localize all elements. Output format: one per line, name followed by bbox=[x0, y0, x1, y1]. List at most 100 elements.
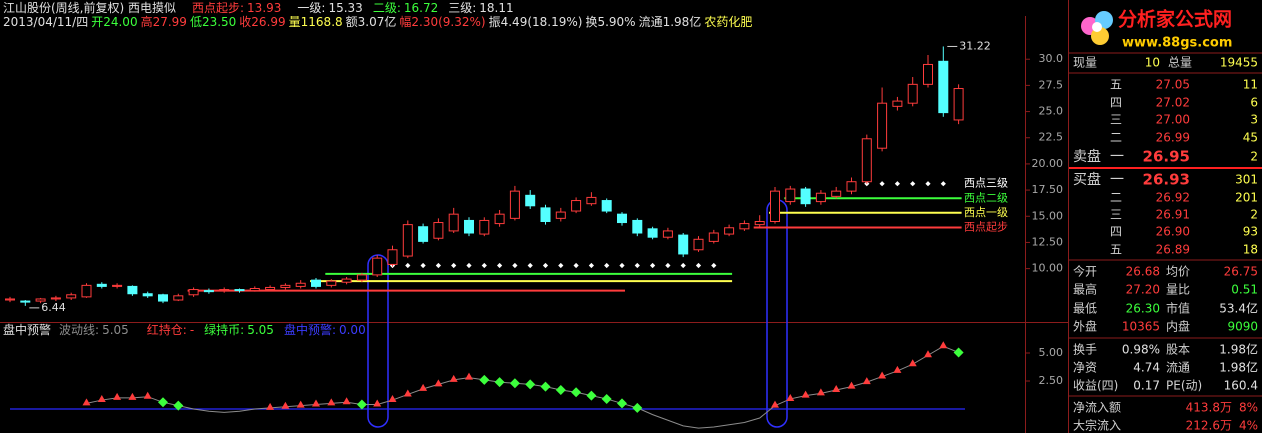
panel-text: 最低 bbox=[1073, 302, 1097, 316]
rise-marker bbox=[419, 383, 428, 391]
panel-text: 26.68 bbox=[1126, 265, 1160, 279]
panel-text: 301 bbox=[1235, 173, 1258, 187]
panel-text: 26.90 bbox=[1156, 225, 1190, 239]
candle-body bbox=[708, 232, 719, 242]
level-value: 18.11 bbox=[479, 1, 513, 15]
level-dot bbox=[940, 181, 946, 187]
fall-marker bbox=[555, 384, 566, 395]
candle-body bbox=[464, 219, 474, 234]
panel-text: 五 bbox=[1110, 78, 1122, 92]
level-label: 西点三级 bbox=[964, 177, 1008, 190]
panel-text: 11 bbox=[1243, 78, 1258, 92]
level-dot bbox=[512, 262, 518, 269]
panel-text: 市值 bbox=[1166, 301, 1190, 316]
rise-marker bbox=[847, 381, 856, 389]
rise-marker bbox=[312, 399, 320, 407]
panel-text: 27.00 bbox=[1156, 113, 1190, 127]
rise-marker bbox=[403, 389, 412, 397]
panel-text: 买盘 bbox=[1073, 171, 1101, 188]
candle-body bbox=[280, 284, 291, 288]
highlight-box bbox=[367, 254, 389, 428]
y-tick-label: 5.00 bbox=[1039, 346, 1064, 359]
level-label: 西点起步 bbox=[964, 220, 1008, 233]
level-dot bbox=[405, 262, 411, 269]
rise-marker bbox=[862, 377, 871, 385]
candle-body bbox=[525, 194, 536, 207]
candle-body bbox=[815, 192, 826, 203]
candle-body bbox=[20, 300, 31, 303]
candle-body bbox=[800, 188, 811, 205]
candle-body bbox=[754, 220, 765, 226]
level-dot bbox=[711, 262, 717, 269]
level-dot bbox=[420, 262, 426, 269]
panel-text: 净流入额 bbox=[1073, 401, 1121, 415]
panel-text: 二 bbox=[1110, 131, 1122, 145]
panel-text: 换手 bbox=[1073, 343, 1097, 357]
panel-text: 四 bbox=[1110, 96, 1122, 110]
level-dot bbox=[925, 181, 931, 187]
candle-body bbox=[50, 297, 61, 300]
panel-text: 26.93 bbox=[1143, 171, 1190, 189]
level-value: 16.72 bbox=[404, 1, 438, 15]
level-dot bbox=[879, 181, 885, 187]
indicator-header: 盘中预警 波动线: 5.05 红持仓: - 绿持币: 5.05 盘中预警: 0.00 bbox=[3, 322, 366, 337]
panel-text: 27.20 bbox=[1126, 283, 1160, 297]
candle-body bbox=[617, 213, 627, 224]
fall-marker bbox=[509, 378, 520, 389]
panel-text: 4.74 bbox=[1133, 361, 1160, 375]
level-dot bbox=[481, 262, 487, 269]
level-dot bbox=[695, 262, 702, 269]
panel-text: 外盘 bbox=[1073, 319, 1097, 334]
rise-marker bbox=[908, 359, 917, 367]
level-dot bbox=[680, 262, 686, 269]
candle-body bbox=[662, 230, 673, 238]
candle-body bbox=[571, 200, 582, 212]
panel-text: 2 bbox=[1250, 150, 1258, 164]
candle-body bbox=[846, 181, 857, 192]
candle-body bbox=[81, 284, 92, 298]
panel-text: 三 bbox=[1110, 113, 1122, 127]
candle-body bbox=[311, 279, 321, 287]
logo-name: 分析家公式网 bbox=[1118, 8, 1232, 31]
candle-body bbox=[678, 234, 689, 255]
panel-text: 10 bbox=[1145, 56, 1160, 70]
candle-body bbox=[372, 257, 383, 276]
panel-text: 卖盘 bbox=[1073, 148, 1101, 165]
panel-text: 四 bbox=[1110, 225, 1122, 239]
info: 流通1.98亿 bbox=[639, 14, 702, 29]
panel-text: 201 bbox=[1235, 191, 1258, 205]
level-dot bbox=[894, 181, 900, 187]
panel-text: 6 bbox=[1250, 96, 1258, 110]
level-dot bbox=[665, 262, 671, 269]
candle-body bbox=[448, 213, 459, 232]
extreme-label: 31.22 bbox=[959, 39, 991, 52]
rise-marker bbox=[878, 371, 887, 379]
rise-marker bbox=[832, 384, 841, 392]
candle-body bbox=[249, 287, 260, 292]
panel-text: 26.95 bbox=[1143, 148, 1190, 166]
rise-marker bbox=[786, 393, 795, 401]
panel-text: 二 bbox=[1110, 191, 1122, 205]
candle-body bbox=[265, 286, 276, 291]
candle-body bbox=[540, 207, 551, 222]
level-dot bbox=[527, 262, 533, 269]
rise-marker bbox=[128, 392, 137, 400]
candle-body bbox=[158, 294, 168, 302]
rise-marker bbox=[801, 390, 810, 398]
level-value: 15.33 bbox=[328, 1, 362, 15]
candle-body bbox=[127, 285, 138, 295]
indicator-label: 波动线: bbox=[59, 323, 99, 337]
info: 开24.00 bbox=[91, 15, 137, 29]
panel-text: 最高 bbox=[1073, 282, 1097, 297]
level-header: 三级: bbox=[448, 1, 476, 15]
panel-text: 9090 bbox=[1227, 320, 1258, 334]
candle-body bbox=[219, 289, 230, 292]
info-row: 2013/04/11/四 开24.00 高27.99 低23.50 收26.99 量116… bbox=[3, 14, 752, 29]
info: 换5.90% bbox=[585, 15, 635, 29]
info: 额3.07亿 bbox=[346, 14, 397, 29]
panel-text: 93 bbox=[1243, 225, 1258, 239]
y-tick-label: 12.50 bbox=[1032, 235, 1064, 248]
fall-marker bbox=[173, 400, 184, 411]
info: 收26.99 bbox=[239, 15, 285, 29]
